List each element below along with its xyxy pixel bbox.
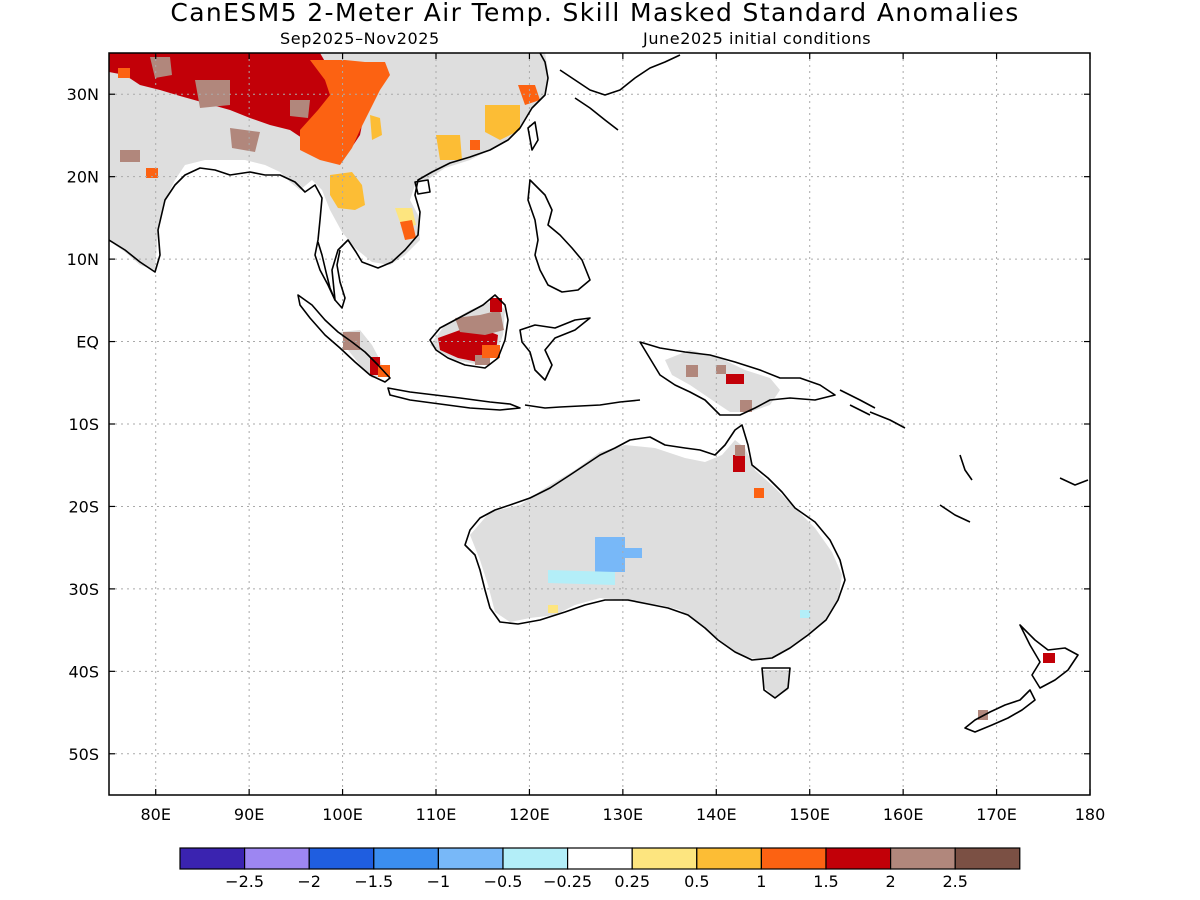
anomaly-2-sumatra: [370, 357, 380, 375]
anomaly-1.5-queensland: [754, 488, 764, 498]
colorbar-label: −1.5: [354, 872, 393, 891]
lat-tick-label: 50S: [68, 745, 99, 764]
coast-new-guinea: [639, 341, 836, 416]
longitude-axis: 80E 90E 100E 110E 120E 130E 140E 150E 160E 170E 18…: [140, 53, 1105, 824]
colorbar-swatch: [760, 847, 827, 870]
colorbar-swatch: [889, 847, 956, 870]
forecast-period: Sep2025–Nov2025: [280, 29, 440, 48]
anomaly-1.5-china: [300, 60, 390, 165]
colorbar-swatch: [373, 847, 439, 870]
colorbar-label: 1.5: [813, 872, 838, 891]
coast-taiwan: [527, 121, 539, 151]
colorbar-label: −2: [297, 872, 321, 891]
anomaly-0.5-australia-south: [548, 605, 558, 613]
lon-tick-label: 130E: [603, 805, 644, 824]
lon-tick-label: 180: [1075, 805, 1106, 824]
colorbar-swatch: [825, 847, 892, 870]
map-title: CanESM5 2-Meter Air Temp. Skill Masked S…: [170, 0, 1020, 27]
coast-tasmania: [761, 667, 791, 699]
coast-borneo: [429, 294, 509, 369]
lon-tick-label: 150E: [789, 805, 830, 824]
anomaly-2.5-tibet-west: [120, 57, 310, 162]
lon-tick-label: 140E: [696, 805, 737, 824]
colorbar-label: 2.5: [942, 872, 967, 891]
tasmania-mask: [762, 670, 790, 698]
coast-solomon-islands: [839, 389, 906, 429]
colorbar-swatch: [502, 847, 569, 870]
coast-philippines: [527, 179, 591, 293]
lon-tick-label: 120E: [509, 805, 550, 824]
map-plot: [109, 53, 1090, 795]
colorbar-swatch: [696, 847, 762, 870]
colorbar: −2.5 −2 −1.5 −1 −0.5 −0.25 0.25 0.5 1 1.5 2 2.5: [179, 847, 1021, 891]
colorbar-label: −0.5: [484, 872, 523, 891]
colorbar-swatch: [179, 847, 246, 870]
anomaly-2-new-guinea: [726, 374, 744, 384]
anomaly-2.5-queensland: [735, 445, 745, 456]
anomaly-neg1-australia: [595, 537, 642, 572]
coast-java: [387, 387, 521, 411]
colorbar-swatch: [954, 847, 1021, 870]
anomaly-1.5-vietnam: [400, 220, 416, 240]
lon-tick-label: 170E: [976, 805, 1017, 824]
colorbar-label: 1: [756, 872, 766, 891]
anomaly-1-indochina: [330, 172, 365, 210]
latitude-axis: 30N 20N 10N EQ 10S 20S 30S 40S 50S: [67, 85, 1090, 764]
lat-tick-label: EQ: [76, 333, 99, 352]
lon-tick-label: 100E: [322, 805, 363, 824]
coast-sulawesi: [519, 317, 591, 381]
colorbar-swatch: [631, 847, 698, 870]
colorbar-swatch: [244, 847, 310, 870]
anomaly-neg0.25-australia: [548, 570, 810, 618]
anomaly-2-queensland: [733, 455, 745, 472]
graticule: [109, 53, 1090, 795]
anomaly-1-china-coast: [436, 105, 520, 160]
initial-conditions: June2025 initial conditions: [643, 29, 872, 48]
coast-new-zealand-south: [964, 689, 1036, 733]
lat-tick-label: 30N: [67, 85, 99, 104]
anomaly-2.5-borneo: [455, 310, 504, 365]
colorbar-swatch: [566, 847, 633, 870]
coast-hainan: [414, 179, 431, 195]
coastlines: [109, 53, 1089, 733]
anomaly-cells: [109, 53, 1055, 720]
lat-tick-label: 30S: [68, 580, 99, 599]
anomaly-2-borneo-north: [490, 298, 502, 312]
lat-tick-label: 20N: [67, 168, 99, 187]
coast-sumatra: [297, 294, 391, 383]
colorbar-swatch: [437, 847, 504, 870]
anomaly-1-china-east: [370, 115, 382, 140]
lon-tick-label: 110E: [416, 805, 457, 824]
colorbar-label: 0.5: [684, 872, 709, 891]
coast-malay-peninsula: [317, 241, 346, 309]
lat-tick-label: 10N: [67, 250, 99, 269]
coast-lesser-sunda: [524, 399, 641, 409]
lat-tick-label: 20S: [68, 497, 99, 516]
colorbar-label: 0.25: [614, 872, 650, 891]
australia-mask: [470, 440, 842, 660]
coast-vanuatu-fiji: [939, 454, 1089, 523]
colorbar-label: −1: [427, 872, 451, 891]
coast-new-zealand-north: [1019, 624, 1079, 689]
colorbar-swatch: [308, 847, 375, 870]
coast-australia: [464, 424, 846, 661]
lat-tick-label: 10S: [68, 415, 99, 434]
lon-tick-label: 80E: [140, 805, 170, 824]
colorbar-label: −0.25: [543, 872, 592, 891]
lon-tick-label: 160E: [883, 805, 924, 824]
anomaly-1.5-borneo: [482, 345, 500, 358]
colorbar-label: −2.5: [225, 872, 264, 891]
lon-tick-label: 90E: [234, 805, 264, 824]
coast-japan: [559, 54, 681, 131]
map-frame: [108, 52, 1091, 796]
lat-tick-label: 40S: [68, 662, 99, 681]
anomaly-1.5-shanghai: [470, 85, 540, 150]
anomaly-2.5-new-guinea: [686, 365, 752, 412]
colorbar-label: 2: [886, 872, 896, 891]
anomaly-2-new-zealand: [1043, 653, 1055, 663]
